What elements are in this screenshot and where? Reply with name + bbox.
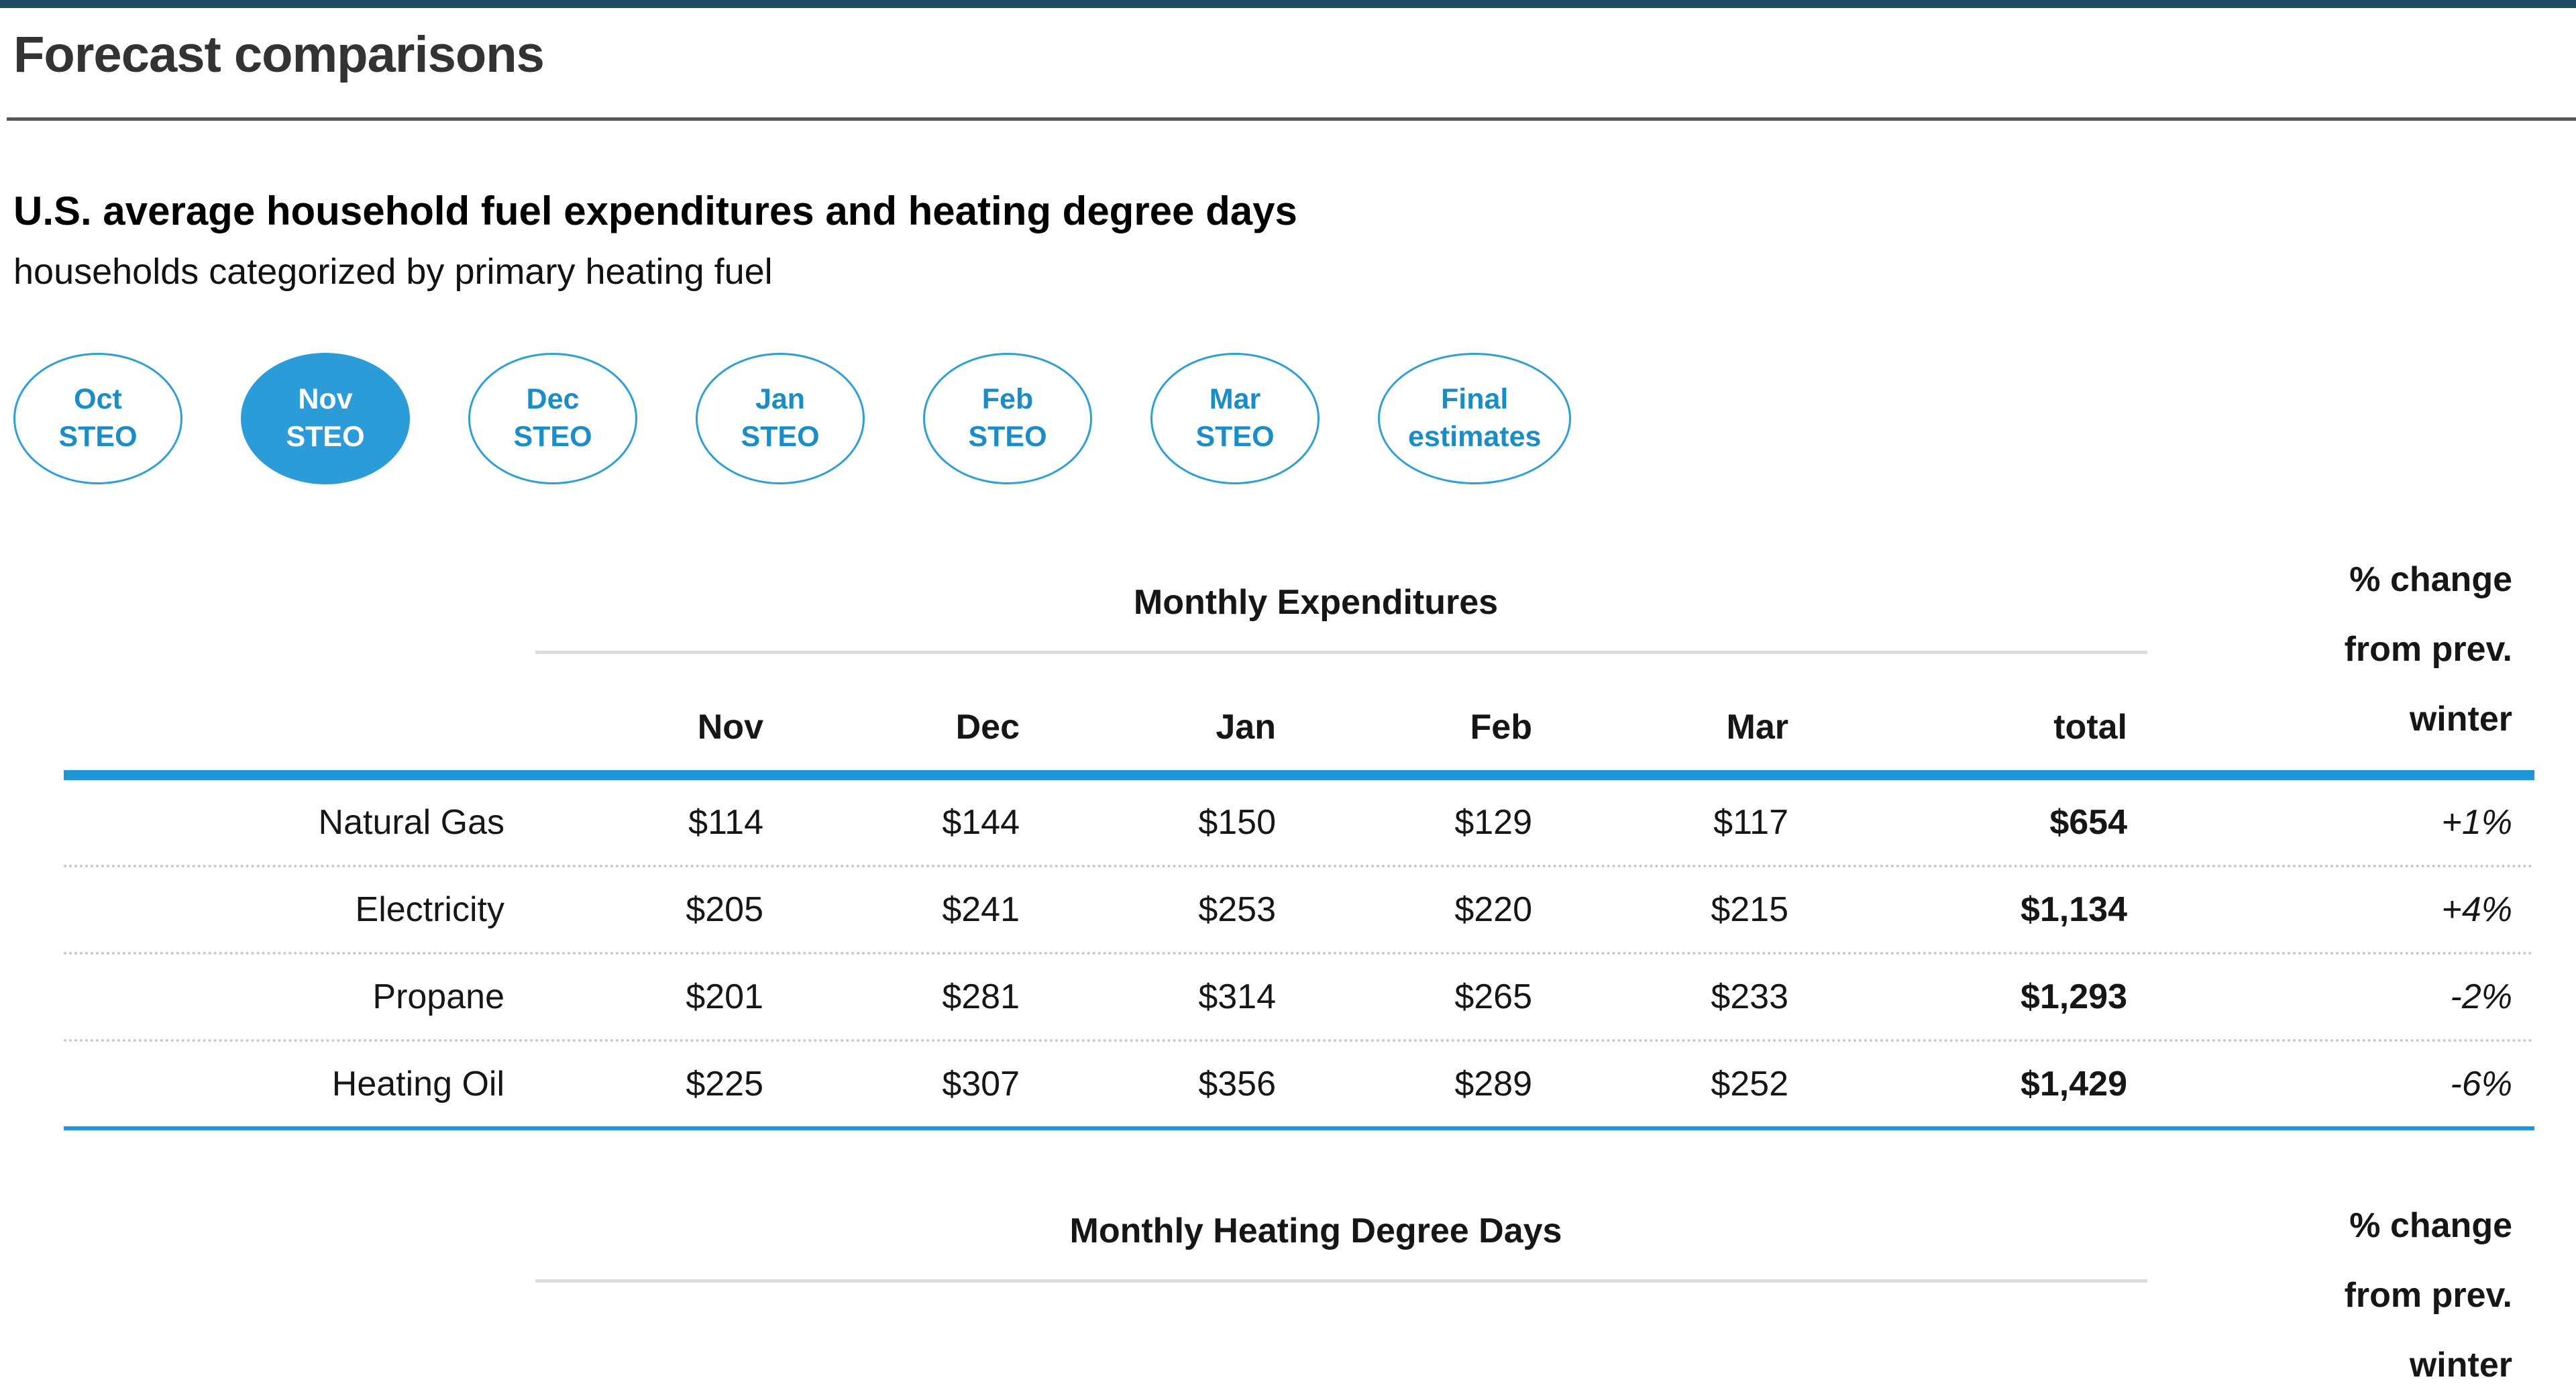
steo-forecast-selector: Oct STEO Nov STEO Dec STEO Jan STEO Feb … <box>13 352 2563 484</box>
value-mar: $215 <box>1711 890 1788 929</box>
pct-change-column-header: % change from prev. winter <box>2127 560 2534 770</box>
pill-label-line1: Jan <box>755 382 806 415</box>
table-row-natural-gas: Natural Gas $114 $144 $150 $129 $117 $65… <box>64 780 2534 865</box>
pill-label-line2: STEO <box>1195 420 1275 453</box>
group-header-monthly-hdd: Monthly Heating Degree Days <box>504 1211 2147 1283</box>
value-mar: $252 <box>1711 1064 1788 1103</box>
value-jan: $253 <box>1198 890 1276 929</box>
group-header-underline <box>535 1279 2147 1283</box>
column-header-mar: Mar <box>1726 707 1788 747</box>
group-header-monthly-expenditures: Monthly Expenditures <box>504 582 2147 655</box>
row-label: Electricity <box>355 890 504 929</box>
value-nov: $201 <box>686 977 763 1016</box>
pill-label-line2: STEO <box>513 420 592 453</box>
table-row-heating-oil: Heating Oil $225 $307 $356 $289 $252 $1,… <box>64 1038 2534 1126</box>
value-feb: $220 <box>1454 890 1532 929</box>
value-jan: $150 <box>1198 802 1276 842</box>
pill-label-line2: STEO <box>741 420 820 453</box>
column-header-jan: Jan <box>1216 707 1276 747</box>
value-pct-change: -2% <box>2450 977 2512 1016</box>
pct-header-line: % change <box>2349 1205 2512 1245</box>
value-dec: $281 <box>942 977 1020 1016</box>
pct-header-line: winter <box>2409 699 2512 739</box>
value-dec: $144 <box>942 802 1020 842</box>
column-header-total: total <box>2053 707 2127 747</box>
column-header-nov: Nov <box>697 707 763 747</box>
table-top-rule <box>64 769 2534 780</box>
section-heading: U.S. average household fuel expenditures… <box>13 189 1297 234</box>
pill-label-line2: STEO <box>286 420 365 453</box>
value-nov: $225 <box>686 1064 763 1103</box>
value-jan: $314 <box>1198 977 1276 1016</box>
value-mar: $233 <box>1711 977 1788 1016</box>
pill-label-line1: Feb <box>981 382 1034 415</box>
value-feb: $265 <box>1454 977 1532 1016</box>
group-header-underline <box>535 650 2147 654</box>
value-pct-change: +1% <box>2441 802 2512 842</box>
pct-change-column-header: % change from prev. winter <box>2127 1191 2534 1399</box>
pill-label-line2: estimates <box>1408 420 1542 453</box>
row-label: Natural Gas <box>318 802 504 842</box>
steo-pill-dec[interactable]: Dec STEO <box>468 352 637 484</box>
steo-pill-feb[interactable]: Feb STEO <box>923 352 1092 484</box>
pill-label-line1: Oct <box>74 382 122 415</box>
value-total: $1,134 <box>2020 890 2127 929</box>
pct-header-line: from prev. <box>2344 1275 2512 1315</box>
pill-label-line1: Final <box>1441 382 1509 415</box>
pill-label-line1: Nov <box>298 382 353 415</box>
value-nov: $114 <box>688 802 763 842</box>
value-total: $654 <box>2049 802 2127 842</box>
row-label: Heating Oil <box>331 1064 504 1103</box>
pill-label-line2: STEO <box>58 420 138 453</box>
pct-header-line: % change <box>2349 559 2512 599</box>
value-pct-change: -6% <box>2450 1064 2512 1103</box>
value-total: $1,293 <box>2020 977 2127 1016</box>
heating-degree-days-table-header: Monthly Heating Degree Days % change fro… <box>64 1206 2534 1399</box>
value-feb: $289 <box>1454 1064 1532 1103</box>
value-dec: $241 <box>942 890 1020 929</box>
top-accent-bar <box>0 0 2576 8</box>
group-header-label: Monthly Expenditures <box>1133 582 1499 622</box>
pill-label-line1: Dec <box>526 382 580 415</box>
pill-label-line1: Mar <box>1209 382 1261 415</box>
title-divider <box>7 117 2576 121</box>
group-header-label: Monthly Heating Degree Days <box>1069 1211 1562 1250</box>
column-header-dec: Dec <box>955 707 1020 747</box>
pill-label-line2: STEO <box>968 420 1047 453</box>
value-jan: $356 <box>1198 1064 1276 1103</box>
table-row-propane: Propane $201 $281 $314 $265 $233 $1,293 … <box>64 951 2534 1039</box>
steo-pill-mar[interactable]: Mar STEO <box>1150 352 1320 484</box>
column-header-feb: Feb <box>1470 707 1532 747</box>
row-label: Propane <box>372 977 504 1016</box>
expenditures-table: Monthly Expenditures % change from prev.… <box>64 560 2534 1399</box>
expenditures-table-header: Monthly Expenditures % change from prev.… <box>64 560 2534 770</box>
steo-pill-nov[interactable]: Nov STEO <box>241 352 410 484</box>
value-feb: $129 <box>1454 802 1532 842</box>
section-subheading: households categorized by primary heatin… <box>13 252 773 292</box>
pct-header-line: winter <box>2409 1345 2512 1385</box>
steo-pill-jan[interactable]: Jan STEO <box>696 352 865 484</box>
table-row-electricity: Electricity $205 $241 $253 $220 $215 $1,… <box>64 864 2534 952</box>
page-content: Forecast comparisons U.S. average househ… <box>0 25 2576 1399</box>
value-mar: $117 <box>1713 802 1788 842</box>
value-dec: $307 <box>942 1064 1020 1103</box>
steo-pill-final-estimates[interactable]: Final estimates <box>1378 352 1572 484</box>
table-bottom-rule <box>64 1126 2534 1130</box>
pct-header-line: from prev. <box>2344 629 2512 669</box>
steo-pill-oct[interactable]: Oct STEO <box>13 352 182 484</box>
value-nov: $205 <box>686 890 763 929</box>
value-total: $1,429 <box>2020 1064 2127 1103</box>
page-title: Forecast comparisons <box>13 26 545 83</box>
value-pct-change: +4% <box>2441 890 2512 929</box>
